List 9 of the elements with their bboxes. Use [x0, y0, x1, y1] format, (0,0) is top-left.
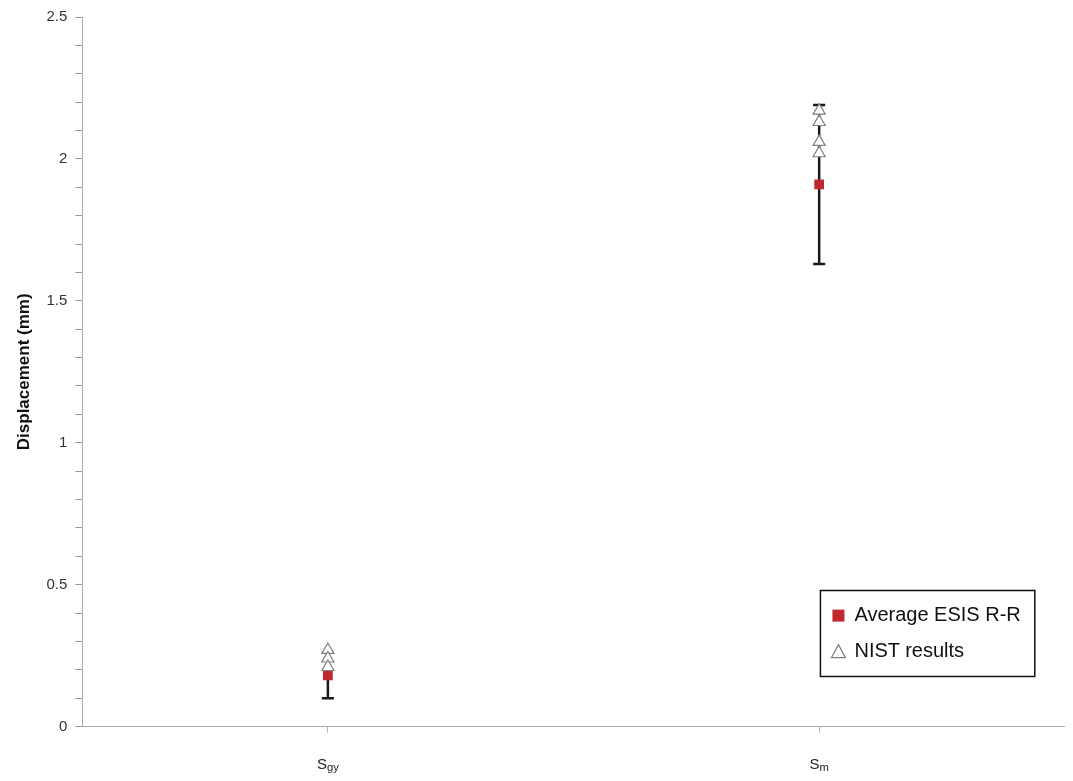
legend-label: Average ESIS R-R — [854, 603, 1021, 626]
y-tick-label: 0 — [58, 716, 68, 734]
y-tick-label: 0.5 — [46, 574, 68, 592]
legend-label: NIST results — [854, 639, 965, 662]
y-tick-label: 1 — [58, 432, 68, 450]
y-tick-label: 2.5 — [46, 7, 68, 25]
y-axis-title: Displacement (mm) — [13, 293, 33, 451]
y-tick-label: 2 — [58, 149, 68, 167]
y-tick-label: 1.5 — [46, 290, 68, 308]
